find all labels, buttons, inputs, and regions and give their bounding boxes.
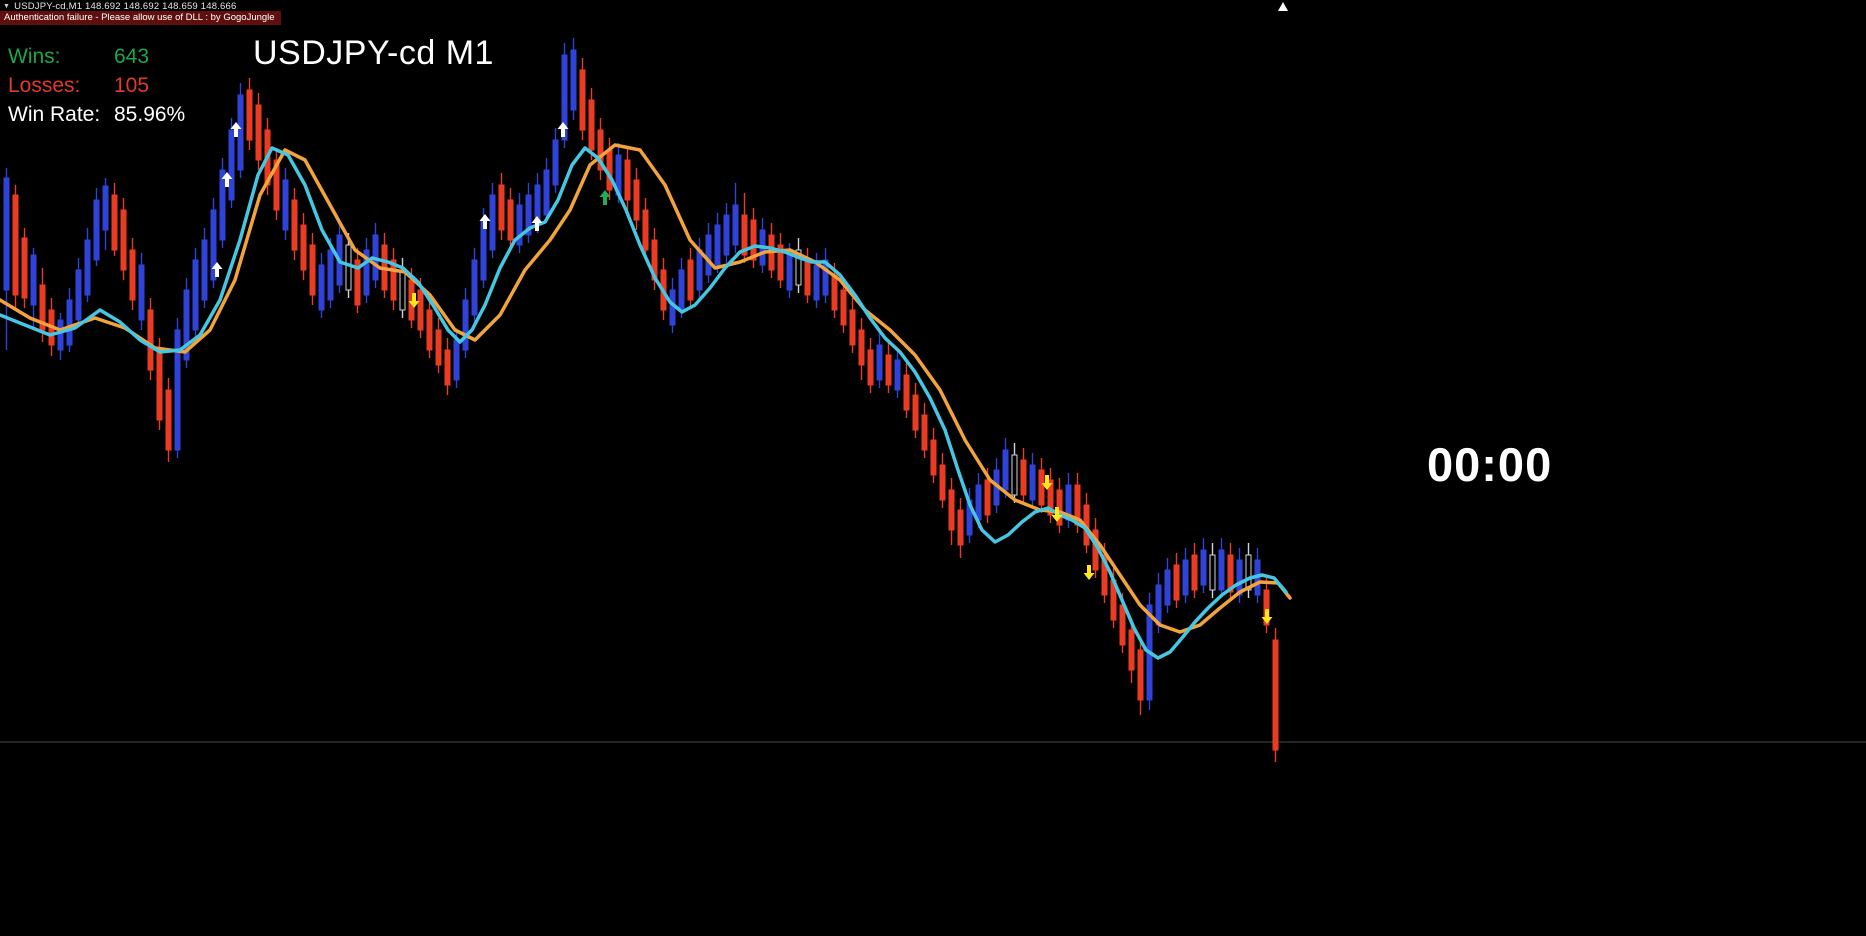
window-title: USDJPY-cd,M1 148.692 148.692 148.659 148… bbox=[14, 1, 237, 12]
symbol-dropdown-icon[interactable]: ▼ bbox=[3, 3, 11, 10]
window-title-bar: ▼ USDJPY-cd,M1 148.692 148.692 148.659 1… bbox=[3, 1, 237, 12]
stats-overlay: Wins: 643 Losses: 105 Win Rate: 85.96% bbox=[8, 42, 185, 129]
wins-row: Wins: 643 bbox=[8, 42, 185, 71]
winrate-label: Win Rate: bbox=[8, 103, 101, 126]
wins-value: 643 bbox=[114, 45, 150, 68]
countdown-timer: 00:00 bbox=[1427, 438, 1553, 491]
losses-row: Losses: 105 bbox=[8, 71, 185, 100]
dll-alert-banner: Authentication failure - Please allow us… bbox=[0, 11, 281, 25]
losses-value: 105 bbox=[114, 74, 150, 97]
losses-label: Losses: bbox=[8, 74, 81, 97]
winrate-row: Win Rate: 85.96% bbox=[8, 100, 185, 129]
chart-title: USDJPY-cd M1 bbox=[253, 34, 494, 72]
winrate-value: 85.96% bbox=[114, 103, 186, 126]
dll-alert-text: Authentication failure - Please allow us… bbox=[4, 12, 275, 23]
wins-label: Wins: bbox=[8, 45, 61, 68]
